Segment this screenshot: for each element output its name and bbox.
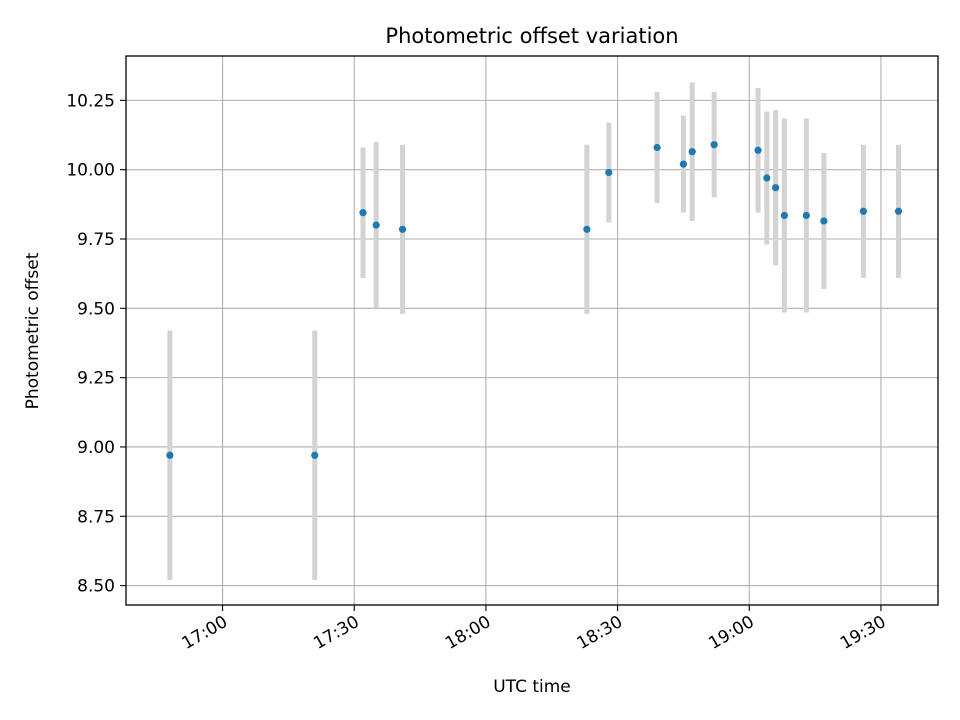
data-point [894, 207, 903, 215]
y-tick-label: 10.00 [66, 161, 115, 181]
data-point [166, 451, 174, 459]
x-axis-label: UTC time [493, 677, 571, 697]
y-tick-label: 9.50 [77, 299, 115, 319]
data-point [710, 141, 718, 149]
y-tick-label: 10.25 [66, 91, 115, 111]
data-point [359, 209, 367, 217]
y-tick-label: 8.50 [77, 577, 115, 597]
data-point [763, 174, 771, 182]
data-point [583, 225, 591, 233]
data-point [372, 221, 380, 229]
data-point [859, 207, 867, 215]
y-tick-label: 8.75 [77, 507, 115, 527]
y-axis-label: Photometric offset [23, 252, 43, 409]
y-tick-label: 9.00 [77, 438, 115, 458]
data-point [398, 225, 407, 233]
grid [126, 56, 938, 605]
y-tick-label: 9.25 [77, 369, 115, 389]
data-point [772, 184, 780, 192]
data-point [780, 211, 788, 220]
chart-title: Photometric offset variation [385, 24, 678, 48]
y-axis-ticks: 8.50 8.75 9.00 9.25 9.50 9.75 10.00 10.25 [66, 91, 126, 597]
y-tick-label: 9.75 [77, 230, 115, 250]
data-point [311, 451, 319, 459]
plot-frame [125, 55, 939, 606]
data-point [820, 217, 828, 225]
data-point [802, 211, 810, 220]
data-point [688, 148, 696, 156]
data-points [166, 141, 903, 459]
data-point [605, 168, 613, 177]
data-point [653, 143, 661, 152]
data-point [679, 160, 688, 168]
data-point [754, 146, 762, 154]
